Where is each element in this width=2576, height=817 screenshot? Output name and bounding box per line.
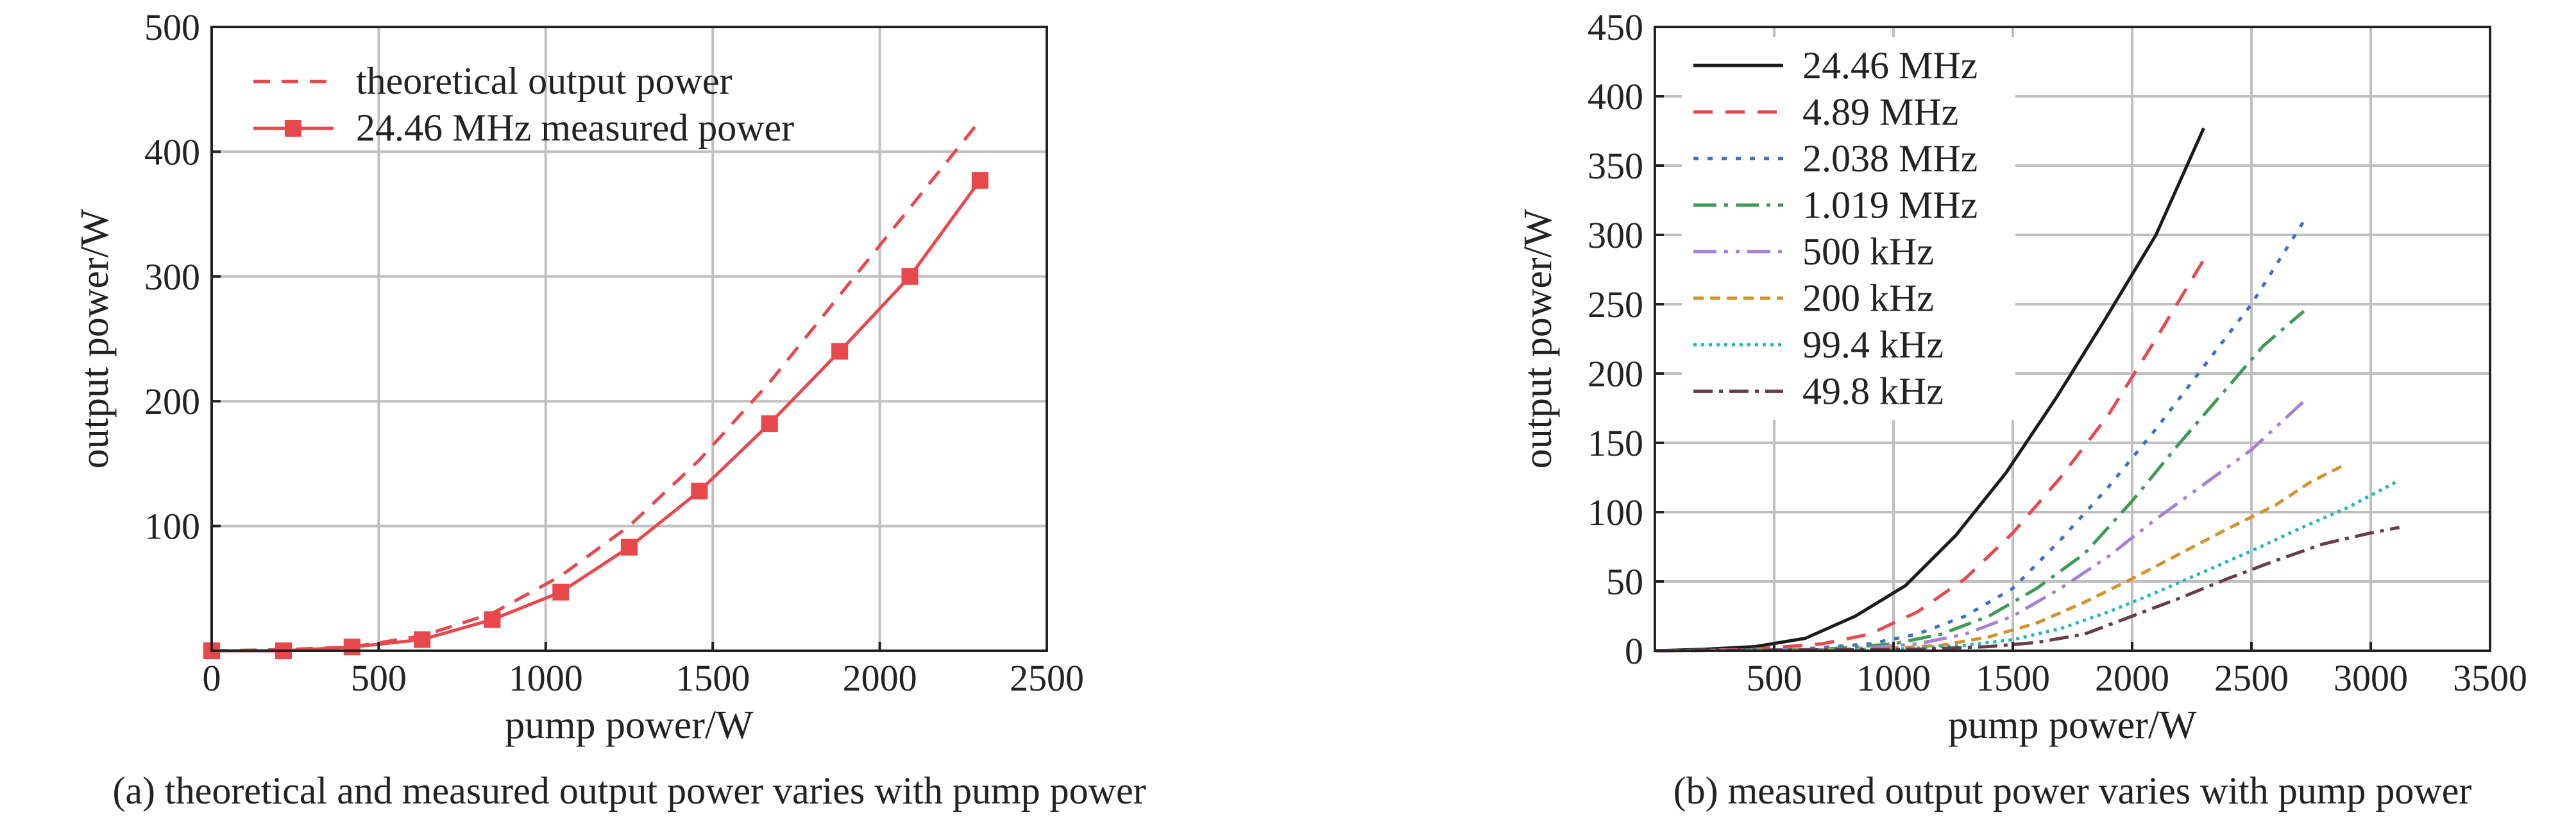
chart-a-x-tick-label: 2000 <box>843 657 917 699</box>
chart-a-data-point <box>831 343 849 360</box>
chart-a-x-tick-label: 500 <box>351 657 407 699</box>
chart-a: 0 500 1000 1500 2000 2500 100 200 300 400 500 pump… <box>73 6 1146 812</box>
chart-a-data-point <box>971 172 988 189</box>
chart-b-plot-frame <box>1654 26 2491 652</box>
chart-a-ticks: 0 500 1000 1500 2000 2500 100 200 300 400 500 <box>144 6 1084 699</box>
chart-b-y-tick-label: 100 <box>1588 492 1643 533</box>
chart-b-y-tick-label: 300 <box>1588 214 1643 256</box>
chart-b-x-tick-label: 2500 <box>2214 657 2289 699</box>
chart-b-legend-label-4: 500 kHz <box>1802 230 1934 273</box>
chart-a-data-point <box>621 538 638 556</box>
chart-b-x-tick-label: 1000 <box>1856 657 1931 699</box>
chart-a-y-axis-title: output power/W <box>73 209 117 469</box>
chart-b-caption: (b) measured output power varies with pu… <box>1674 770 2472 812</box>
chart-a-legend-label-measured: 24.46 MHz measured power <box>356 107 794 149</box>
chart-a-x-tick-label: 2500 <box>1010 657 1084 699</box>
chart-b-y-tick-label: 150 <box>1588 422 1643 464</box>
chart-b-y-tick-label: 0 <box>1625 630 1643 672</box>
chart-b-series <box>1654 127 2400 653</box>
chart-b-ticks: 500 1000 1500 2000 2500 3000 3500 0 50 100 150 200 2… <box>1588 6 2527 699</box>
chart-a-series <box>203 119 988 659</box>
chart-a-x-axis-title: pump power/W <box>505 703 754 747</box>
chart-a-legend: theoretical output power 24.46 MHz measu… <box>253 60 794 149</box>
chart-b-series-line-0 <box>1654 127 2205 653</box>
chart-a-grid <box>212 27 1047 651</box>
chart-b-legend-label-1: 4.89 MHz <box>1802 91 1958 133</box>
chart-a-data-point <box>484 611 501 628</box>
chart-b-y-tick-label: 450 <box>1588 6 1643 48</box>
chart-a-data-point <box>691 483 708 500</box>
chart-b-legend-label-3: 1.019 MHz <box>1802 184 1978 227</box>
chart-b-series-line-4 <box>1654 400 2305 653</box>
chart-b-series-line-1 <box>1654 259 2205 653</box>
chart-a-data-point <box>414 631 431 648</box>
chart-b-x-tick-label: 2000 <box>2095 657 2169 699</box>
chart-b-series-line-7 <box>1654 526 2400 653</box>
chart-a-y-tick-label: 200 <box>144 381 200 422</box>
chart-b-series-line-5 <box>1654 462 2348 653</box>
chart-b: 500 1000 1500 2000 2500 3000 3500 0 50 100 150 200 2… <box>1516 6 2527 812</box>
chart-b-y-axis-title: output power/W <box>1516 209 1560 469</box>
chart-b-x-axis-title: pump power/W <box>1948 703 2197 747</box>
chart-b-legend-label-5: 200 kHz <box>1802 277 1934 320</box>
chart-b-y-tick-label: 350 <box>1588 145 1643 187</box>
chart-b-x-tick-label: 3000 <box>2334 657 2408 699</box>
chart-a-series-line-0 <box>211 119 981 653</box>
chart-a-x-tick-label: 0 <box>203 657 221 699</box>
chart-b-y-tick-label: 200 <box>1588 353 1643 395</box>
chart-a-y-tick-label: 300 <box>144 256 200 298</box>
chart-b-legend-label-2: 2.038 MHz <box>1802 137 1978 180</box>
chart-b-x-tick-label: 500 <box>1747 657 1802 699</box>
chart-b-legend-background <box>1682 37 2015 420</box>
chart-a-y-tick-label: 400 <box>144 131 200 173</box>
chart-b-series-line-3 <box>1654 309 2305 653</box>
chart-a-legend-label-theoretical: theoretical output power <box>356 60 732 102</box>
chart-a-caption: (a) theoretical and measured output powe… <box>112 770 1146 812</box>
chart-a-y-tick-label: 500 <box>144 6 200 48</box>
chart-b-legend-label-6: 99.4 kHz <box>1802 323 1944 366</box>
chart-a-data-point <box>343 639 360 656</box>
chart-b-x-tick-label: 1500 <box>1976 657 2050 699</box>
chart-a-legend-marker-measured <box>285 120 301 137</box>
chart-b-y-tick-label: 50 <box>1606 561 1643 603</box>
chart-a-data-point <box>761 415 778 433</box>
chart-b-y-tick-label: 400 <box>1588 76 1643 117</box>
chart-b-legend-label-7: 49.8 kHz <box>1802 370 1944 413</box>
chart-a-y-tick-label: 100 <box>144 506 200 547</box>
chart-a-data-point <box>552 583 570 601</box>
chart-a-x-tick-label: 1000 <box>509 657 583 699</box>
chart-a-plot-frame <box>210 26 1048 652</box>
chart-b-y-tick-label: 250 <box>1588 284 1643 325</box>
chart-a-series-line-1 <box>212 179 981 653</box>
chart-a-data-point <box>901 268 919 285</box>
chart-b-x-tick-label: 3500 <box>2453 657 2527 699</box>
chart-b-legend-label-0: 24.46 MHz <box>1802 44 1978 87</box>
chart-a-x-tick-label: 1500 <box>675 657 750 699</box>
